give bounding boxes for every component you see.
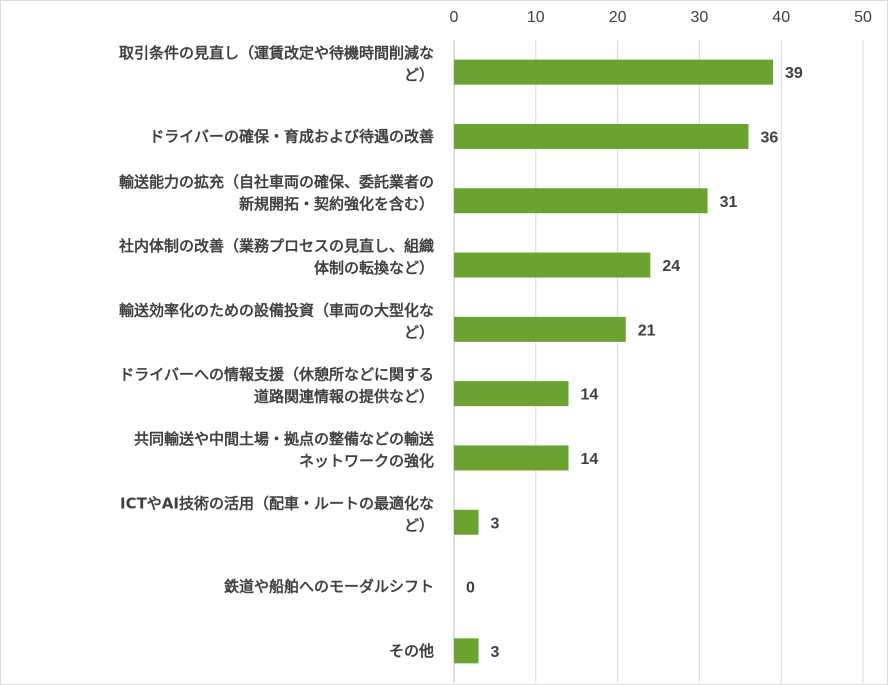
x-tick-label: 0 <box>450 9 459 26</box>
category-label: その他 <box>389 642 434 660</box>
data-label: 31 <box>720 194 738 211</box>
data-label: 3 <box>491 644 500 661</box>
bar <box>454 123 749 149</box>
category-label: ICTやAI技術の活用（配車・ルートの最適化など） <box>120 494 434 534</box>
x-tick-label: 40 <box>772 9 790 26</box>
bar <box>454 252 651 278</box>
x-tick-label: 10 <box>527 9 545 26</box>
bar <box>454 445 569 471</box>
data-label: 36 <box>760 129 778 146</box>
data-label: 14 <box>581 451 599 468</box>
category-label: ドライバーへの情報支援（休憩所などに関する道路関連情報の提供など） <box>119 366 434 406</box>
category-label: 共同輸送や中間土場・拠点の整備などの輸送ネットワークの強化 <box>134 430 435 470</box>
x-axis-ticks: 0 10 20 30 40 50 <box>450 9 872 26</box>
data-label: 0 <box>466 580 475 597</box>
bar <box>454 188 708 214</box>
data-labels: 39 36 31 24 21 14 14 3 0 3 <box>466 65 803 661</box>
category-label: 取引条件の見直し（運賃改定や待機時間削減など） <box>119 44 434 84</box>
data-label: 14 <box>581 387 599 404</box>
data-label: 24 <box>662 258 680 275</box>
data-label: 21 <box>638 322 656 339</box>
bar <box>454 381 569 407</box>
bar <box>454 316 626 342</box>
x-tick-label: 20 <box>609 9 627 26</box>
bar <box>454 638 479 664</box>
bar <box>454 59 774 85</box>
category-label: 鉄道や船舶へのモーダルシフト <box>224 578 434 596</box>
x-tick-label: 30 <box>691 9 709 26</box>
x-tick-label: 50 <box>854 9 872 26</box>
bar <box>454 509 479 535</box>
category-label: 輸送能力の拡充（自社車両の確保、委託業者の新規開拓・契約強化を含む） <box>119 173 434 213</box>
data-label: 39 <box>785 65 803 82</box>
category-label: 社内体制の改善（業務プロセスの見直し、組織体制の転換など） <box>118 237 434 277</box>
category-labels: 取引条件の見直し（運賃改定や待機時間削減など） ドライバーの確保・育成および待遇の… <box>118 44 435 660</box>
category-label: 輸送効率化のための設備投資（車両の大型化など） <box>119 301 434 341</box>
category-label: ドライバーの確保・育成および待遇の改善 <box>149 127 434 145</box>
bars <box>454 59 774 664</box>
data-label: 3 <box>491 515 500 532</box>
